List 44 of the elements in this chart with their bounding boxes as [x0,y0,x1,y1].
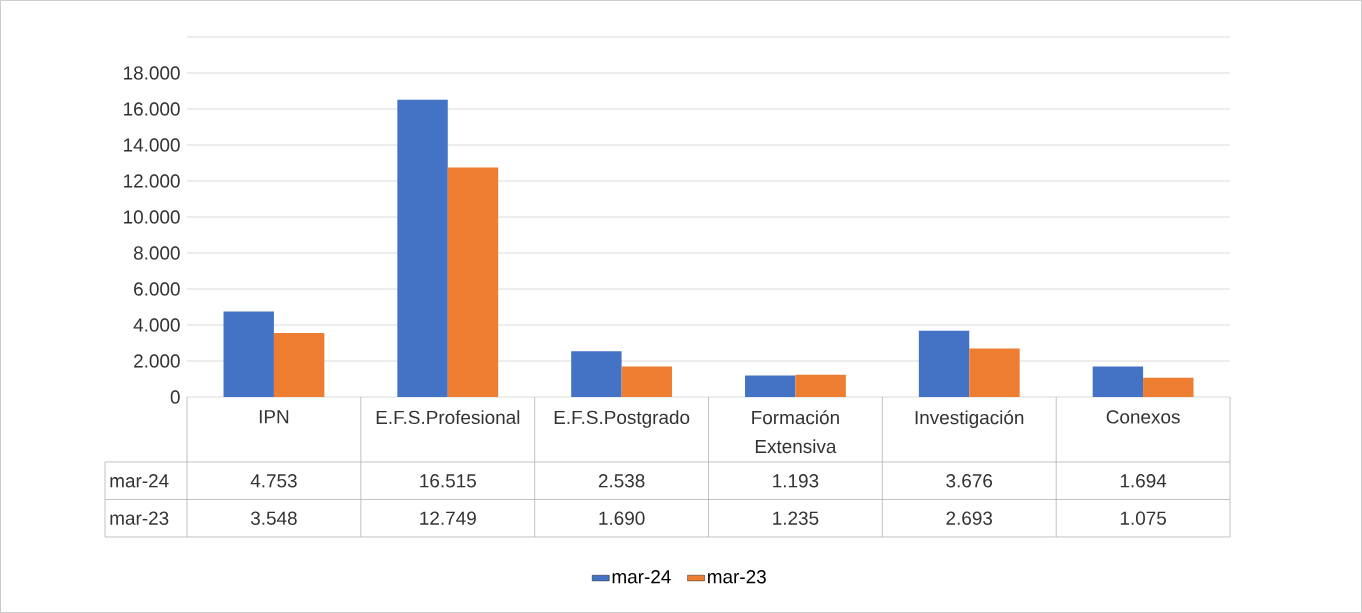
y-tick-label: 12.000 [124,174,180,188]
bar [918,330,970,397]
y-tick-label: 2.000 [134,354,180,368]
data-label: 3.676 [946,474,993,488]
x-tick-label: Formación Extensiva [752,410,839,454]
data-label: 1.075 [1120,511,1166,525]
bar [1092,366,1144,397]
data-label: 4.753 [250,474,297,488]
data-label: 1.193 [773,474,819,488]
legend-label: mar-23 [708,570,766,584]
x-tick-label: Investigación [915,410,1024,429]
y-tick-label: 18.000 [124,66,180,80]
text: mar-23 [110,511,169,525]
data-label: 1.694 [1120,474,1167,488]
text: mar-24 [110,474,169,488]
bar [273,333,325,397]
bar [447,167,499,397]
x-tick-label: Conexos [1106,410,1180,424]
data-label: 2.538 [598,474,645,488]
y-tick-label: 16.000 [124,102,180,116]
x-tick-label: E.F.S.Postgrado [554,410,690,428]
y-tick-label: 6.000 [134,282,180,296]
x-tick-label: E.F.S.Profesional [376,410,520,425]
y-tick-label: 10.000 [124,210,180,224]
bar [969,348,1020,397]
bar [571,351,622,397]
y-tick-label: 4.000 [133,318,180,332]
data-label: 3.548 [250,511,297,525]
bar [397,99,448,397]
data-label: 2.693 [946,511,993,525]
bar [223,311,274,397]
y-tick-label: 0 [170,390,180,404]
x-tick-label: IPN [259,410,289,424]
bar [1143,377,1194,397]
data-label: 12.749 [420,511,476,525]
y-tick-label: 14.000 [124,138,180,152]
data-label: 1.690 [599,511,645,525]
data-label: 1.235 [773,511,819,525]
bar [795,374,846,397]
y-tick-label: 8.000 [133,246,180,260]
bar [621,366,673,397]
bar [745,375,796,397]
legend-label: mar-24 [612,570,671,584]
data-label: 16.515 [420,474,476,488]
